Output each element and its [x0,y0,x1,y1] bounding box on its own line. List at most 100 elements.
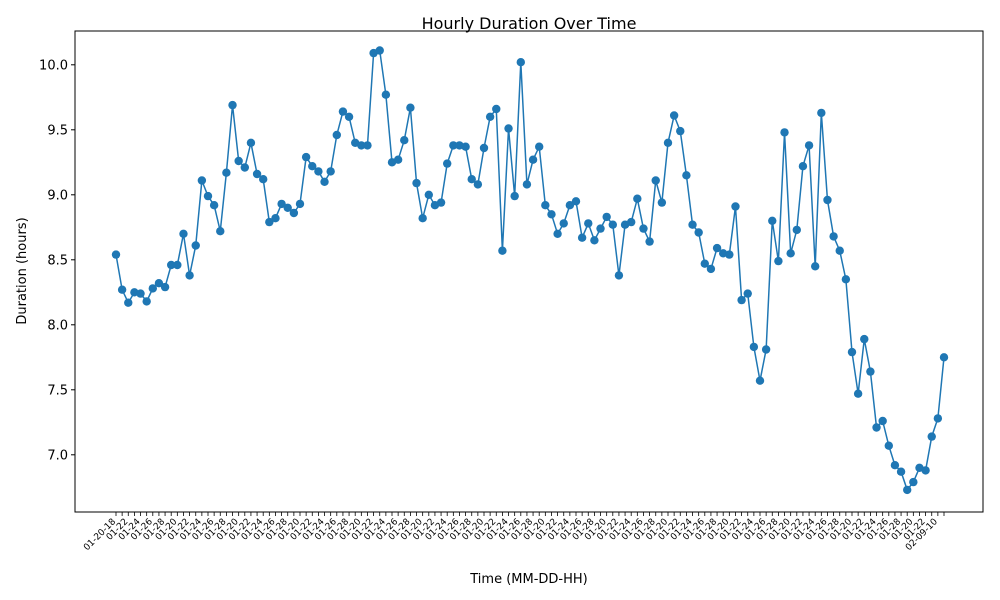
series-line [115,49,945,492]
data-point [344,112,354,122]
data-point [890,461,900,470]
data-point [933,414,943,423]
data-point [633,194,642,203]
data-point [749,342,759,352]
data-point [872,423,881,432]
data-point [651,176,660,185]
data-point [436,198,446,207]
data-point [786,249,795,258]
data-point [203,191,213,201]
data-point [332,130,341,140]
y-axis: 7.0 7.5 8.0 8.5 9.0 9.5 10.0 [39,58,75,463]
data-point [577,233,587,242]
data-point [657,198,667,207]
data-point [234,156,243,166]
data-point [289,208,299,218]
data-point [240,163,249,172]
data-point [326,167,335,176]
data-point [853,389,863,398]
data-point [841,275,851,284]
data-point [467,175,476,184]
data-point [645,237,654,246]
data-point [676,126,685,136]
data-point [418,214,427,223]
data-point [939,353,949,362]
data-point [602,212,611,222]
data-point [510,191,519,201]
y-tick-label: 8.0 [47,318,68,333]
data-point [823,195,832,205]
data-point [179,229,188,238]
data-point [522,180,532,189]
data-point [485,112,495,122]
data-point [142,297,151,306]
data-point [259,175,268,184]
data-point [492,104,501,114]
y-tick-label: 7.0 [47,448,68,463]
data-point [835,246,844,255]
y-tick-label: 9.5 [47,123,68,138]
data-point [117,285,127,294]
data-point [804,141,814,150]
data-point [504,124,513,133]
data-point [479,143,489,153]
data-point [154,279,164,288]
data-point [271,214,280,223]
data-point [682,171,691,180]
data-point [535,142,544,151]
data-point [516,58,525,67]
data-point [761,345,771,354]
data-point [706,264,716,274]
data-point [909,477,918,487]
data-point [559,219,568,228]
data-point [700,259,709,268]
data-point [768,216,777,225]
data-point [320,177,329,186]
data-point [246,138,256,147]
y-tick-label: 9.0 [47,188,68,203]
data-point [357,141,366,150]
y-axis-label: Duration (hours) [15,217,30,324]
data-point [283,203,292,212]
data-point [136,289,145,298]
data-point [878,416,887,426]
data-point [473,180,483,189]
data-point [639,224,648,233]
data-point [191,241,200,250]
data-point [571,197,581,206]
data-point [216,227,225,236]
data-point [774,256,783,266]
data-point [381,90,391,99]
data-point [866,367,875,376]
data-point [461,142,470,151]
data-point [884,441,893,450]
data-point [265,217,274,227]
plot-area [111,46,949,495]
data-point [363,141,372,150]
data-point [301,152,311,162]
data-point [847,347,857,357]
data-point [896,467,906,476]
data-point [817,108,826,118]
y-tick-label: 7.5 [47,383,68,398]
data-point [424,190,433,199]
data-point [596,224,605,233]
data-point [148,284,157,293]
data-point [780,128,789,137]
x-axis-label: Time (MM-DD-HH) [469,572,587,587]
data-point [743,289,752,298]
data-point [565,201,575,210]
data-point [412,178,421,188]
data-point [528,155,538,164]
y-tick-label: 10.0 [39,58,68,73]
data-point [725,250,734,259]
data-point [608,220,617,229]
data-point [498,246,507,255]
data-point [798,162,808,171]
data-point [663,138,673,147]
plot-frame [74,30,984,513]
data-point [111,250,121,259]
data-point [252,169,262,179]
